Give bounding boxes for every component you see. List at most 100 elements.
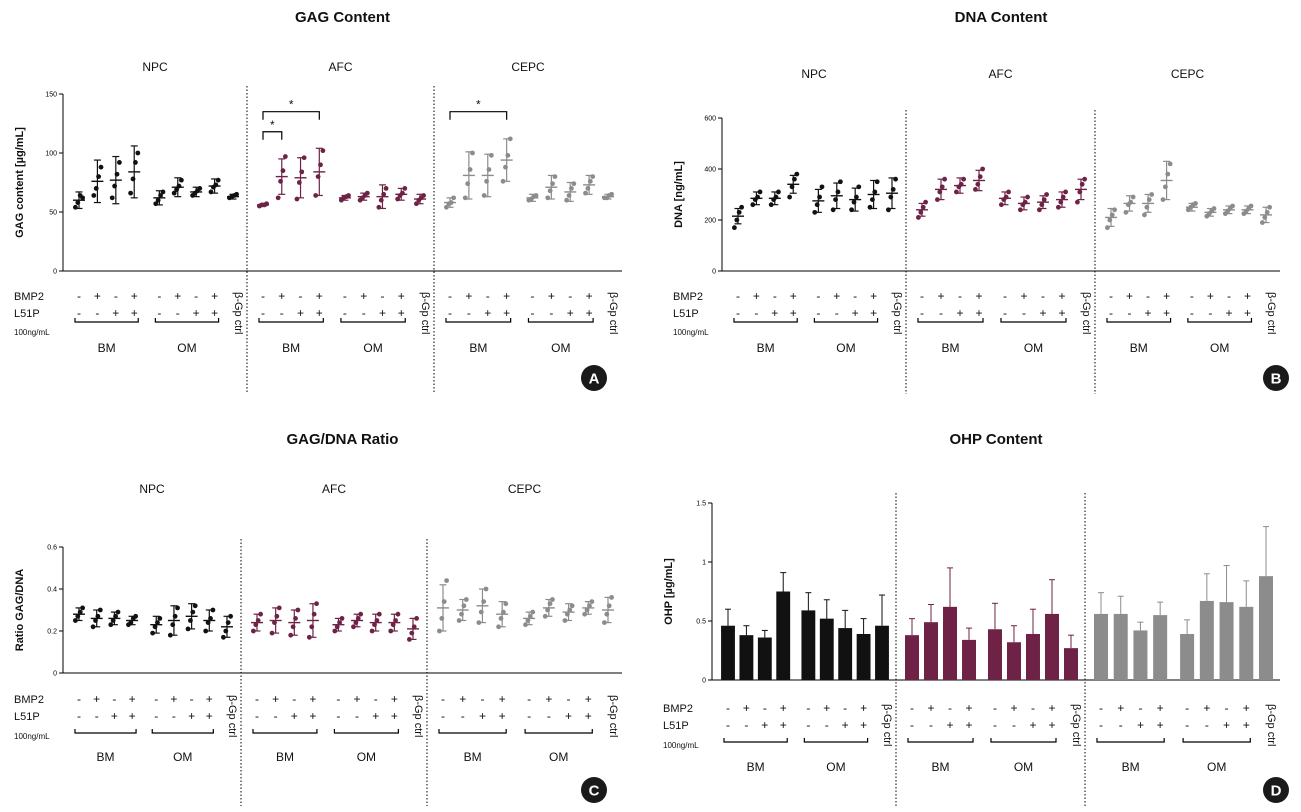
ctrl-label: β-Gp ctrl [1265,292,1277,334]
bar [1025,633,1040,680]
row-label-concentration: 100ng/mL [14,732,50,741]
y-tick-label: 150 [45,92,57,99]
data-point [755,194,761,200]
l51p-sign: + [193,306,200,320]
data-point [135,150,141,156]
data-point [789,184,795,190]
medium-label-om: OM [1014,760,1033,774]
data-point [486,167,492,172]
l51p-sign: - [816,306,820,320]
bar [856,633,871,680]
l51p-sign: - [806,718,810,732]
data-point [1041,197,1047,203]
data-point [369,628,375,634]
data-point [869,197,875,203]
l51p-sign: - [1022,306,1026,320]
data-point [309,624,315,630]
data-point [409,630,415,636]
data-point [353,620,359,625]
bmp2-sign: + [465,289,472,303]
data-point [234,191,240,197]
bmp2-sign: + [1203,701,1210,715]
data-point [819,184,825,190]
data-point [867,204,873,210]
data-point [837,179,843,185]
data-point [171,190,177,196]
data-point [98,164,104,170]
data-point [223,628,229,634]
data-point [255,618,261,623]
bmp2-sign: + [1157,701,1164,715]
y-axis-label: DNA [ng/mL] [673,161,685,228]
panel-title: GAG/DNA Ratio [287,431,399,448]
data-point [203,628,209,634]
medium-label-om: OM [1024,341,1043,355]
bar [776,591,791,680]
bmp2-sign: - [948,701,952,715]
l51p-sign: + [1223,718,1230,732]
panel-title: OHP Content [949,431,1042,448]
medium-label-bm: BM [98,341,116,355]
medium-bracket [340,318,406,323]
bar [987,629,1002,680]
bmp2-sign: + [1244,289,1251,303]
data-point [108,622,114,628]
data-point [467,167,473,172]
group-label-afc: AFC [322,482,346,496]
data-point [117,160,122,165]
bmp2-sign: - [806,701,810,715]
data-point [80,195,85,201]
bmp2-sign: + [503,289,510,303]
l51p-sign: - [95,306,99,320]
data-point [170,622,176,628]
data-point [1003,194,1009,200]
bmp2-sign: - [853,289,857,303]
l51p-sign: + [870,306,877,320]
data-point [939,184,945,190]
bmp2-sign: + [309,692,316,706]
data-point [114,171,120,177]
ctrl-label: β-Gp ctrl [226,695,238,737]
data-point [476,620,482,625]
bmp2-sign: - [154,692,158,706]
l51p-sign: - [744,718,748,732]
data-point [1036,207,1042,213]
bmp2-sign: - [190,692,194,706]
medium-bracket [252,729,318,734]
y-axis-label: Ratio GAG/DNA [14,569,26,652]
bar [962,639,977,680]
data-point [998,202,1004,208]
panel-badge-letter: D [1271,783,1282,800]
data-point [313,193,319,198]
data-point [339,616,345,621]
data-point [355,616,361,621]
bmp2-sign: - [1099,701,1103,715]
data-point [167,632,173,638]
l51p-sign: - [1012,718,1016,732]
data-point [128,190,134,196]
l51p-sign: + [1243,718,1250,732]
data-point [332,628,338,634]
data-point [830,207,836,213]
l51p-sign: + [112,306,119,320]
bmp2-sign: - [1225,701,1229,715]
data-point [441,599,447,604]
bmp2-sign: - [1146,289,1150,303]
data-point [817,194,822,200]
data-point [734,217,740,223]
bar [1219,602,1234,680]
data-point [346,193,351,198]
l51p-sign: + [1048,718,1055,732]
bmp2-sign: + [927,701,934,715]
bar [1113,613,1128,680]
data-point [602,620,607,625]
data-point [155,197,161,203]
l51p-sign: + [372,709,379,723]
l51p-sign: - [441,709,445,723]
data-point [585,186,591,191]
data-point [463,597,469,602]
l51p-sign: + [1058,306,1065,320]
medium-label-om: OM [1210,341,1229,355]
data-point [444,204,449,210]
data-point [1165,171,1171,177]
